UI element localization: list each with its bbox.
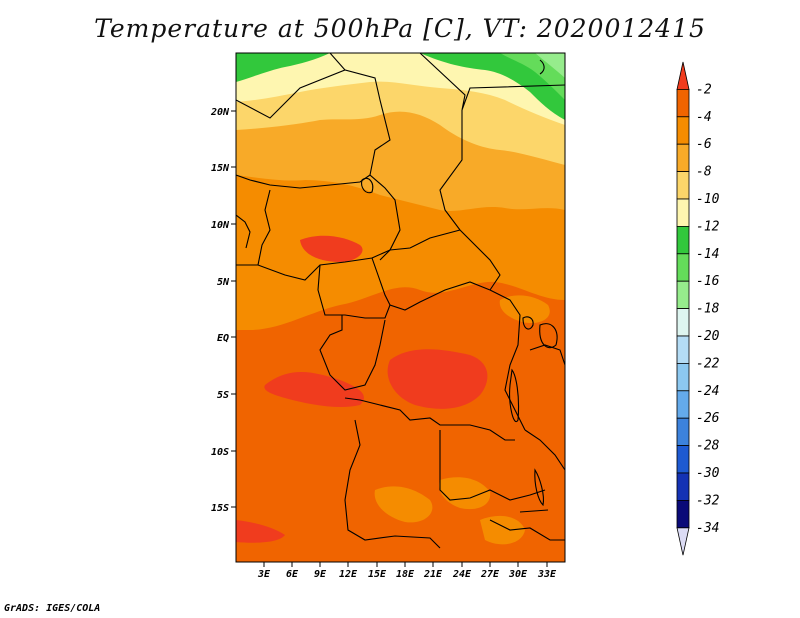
country-borders: [236, 53, 565, 549]
border-line: [524, 429, 565, 471]
grads-credit: GrADS: IGES/COLA: [4, 603, 101, 614]
colorbar-label: -32: [696, 493, 720, 508]
lon-label: 6E: [286, 569, 299, 580]
colorbar-label: -8: [696, 165, 712, 180]
colorbar-label: -2: [696, 82, 712, 97]
lat-label: 10N: [211, 220, 230, 231]
border-line: [236, 174, 371, 189]
colorbar-swatch: [676, 61, 690, 90]
warm-patch-central: [387, 349, 488, 409]
lat-label: 5N: [217, 277, 230, 288]
lake-kariba: [519, 509, 549, 513]
colorbar-label: -16: [696, 274, 720, 289]
colorbar-label: -12: [696, 219, 720, 234]
colorbar-swatch: [676, 253, 690, 282]
lake-victoria: [539, 323, 558, 349]
border-line: [371, 257, 491, 311]
lat-label: 10S: [211, 447, 229, 458]
colorbar-swatch: [676, 143, 690, 172]
lon-label: 33E: [537, 569, 557, 580]
border-line: [317, 264, 391, 319]
lon-label: 18E: [396, 569, 415, 580]
warm-patch-southwest: [236, 520, 285, 543]
colorbar-label: -24: [696, 384, 719, 399]
colorbar: -2 -4 -6 -8 -10 -12 -14 -16 -18 -20 -22 -24 -26 -28 -3…: [676, 61, 720, 556]
colorbar-label: -28: [696, 439, 720, 454]
border-line: [489, 519, 565, 541]
colorbar-label: -30: [696, 466, 720, 481]
lon-label: 3E: [257, 569, 271, 580]
region-minus14: [500, 53, 565, 100]
colorbar-swatch: [676, 390, 690, 419]
lat-label: 20N: [210, 107, 230, 118]
colorbar-swatch: [676, 198, 690, 227]
lat-label: 15S: [211, 503, 229, 514]
border-line: [319, 315, 386, 391]
warm-patch-west: [264, 371, 364, 408]
lake-albert: [522, 316, 534, 330]
border-line: [329, 53, 346, 71]
colorbar-label: -18: [696, 302, 720, 317]
temperature-field: [236, 53, 565, 562]
colorbar-label: -14: [696, 247, 719, 262]
colorbar-swatch: [676, 225, 690, 255]
colorbar-swatch: [676, 116, 690, 145]
region-minus12-west: [236, 53, 330, 82]
colorbar-label: -4: [696, 110, 712, 125]
colorbar-label: -22: [696, 356, 720, 371]
colorbar-swatch: [676, 527, 690, 556]
colorbar-label: -26: [696, 411, 720, 426]
colorbar-swatch: [676, 417, 690, 447]
lon-label: 12E: [339, 569, 358, 580]
lon-label: 21E: [423, 569, 443, 580]
lake-chad: [361, 177, 374, 194]
lat-label: 15N: [211, 163, 230, 174]
cool-patch-east: [499, 295, 550, 324]
border-line: [257, 189, 271, 266]
border-line: [344, 419, 441, 549]
lon-label: 9E: [314, 569, 327, 580]
colorbar-swatch: [676, 171, 690, 200]
border-line: [344, 397, 515, 441]
lon-label: 24E: [452, 569, 472, 580]
colorbar-swatch: [676, 472, 690, 501]
region-minus12-east: [420, 53, 565, 120]
colorbar-label: -34: [696, 521, 719, 536]
border-line: [489, 289, 526, 431]
chart-title: Temperature at 500hPa [C], VT: 202001241…: [94, 14, 706, 43]
colorbar-swatch: [676, 335, 690, 364]
colorbar-swatch: [676, 308, 690, 337]
lat-label: 5S: [217, 390, 229, 401]
colorbar-label: -6: [696, 137, 712, 152]
lake-malawi: [534, 468, 544, 507]
cool-patch-south-3: [480, 515, 525, 545]
cool-patch-south-2: [439, 477, 491, 510]
colorbar-label: -10: [696, 192, 720, 207]
nile-delta: [539, 59, 545, 75]
colorbar-swatch: [676, 499, 690, 529]
region-minus16: [535, 53, 565, 78]
border-line: [236, 69, 401, 261]
warm-patch-north: [300, 235, 363, 262]
lake-tanganyika: [509, 368, 520, 423]
colorbar-label: -20: [696, 329, 720, 344]
cool-patch-south-1: [374, 486, 433, 523]
lon-label: 15E: [368, 569, 387, 580]
lon-label: 27E: [480, 569, 500, 580]
lat-ticks: [231, 110, 236, 508]
colorbar-swatch: [676, 445, 690, 474]
border-line: [439, 430, 546, 501]
colorbar-swatch: [676, 89, 690, 118]
colorbar-swatch: [676, 362, 690, 392]
border-line: [236, 214, 251, 249]
colorbar-swatch: [676, 280, 690, 310]
lon-ticks: [263, 562, 548, 567]
lon-label: 30E: [508, 569, 528, 580]
map-frame: [235, 52, 566, 563]
region-minus10: [236, 53, 565, 125]
lat-label: EQ: [217, 333, 229, 344]
border-line: [236, 229, 461, 281]
